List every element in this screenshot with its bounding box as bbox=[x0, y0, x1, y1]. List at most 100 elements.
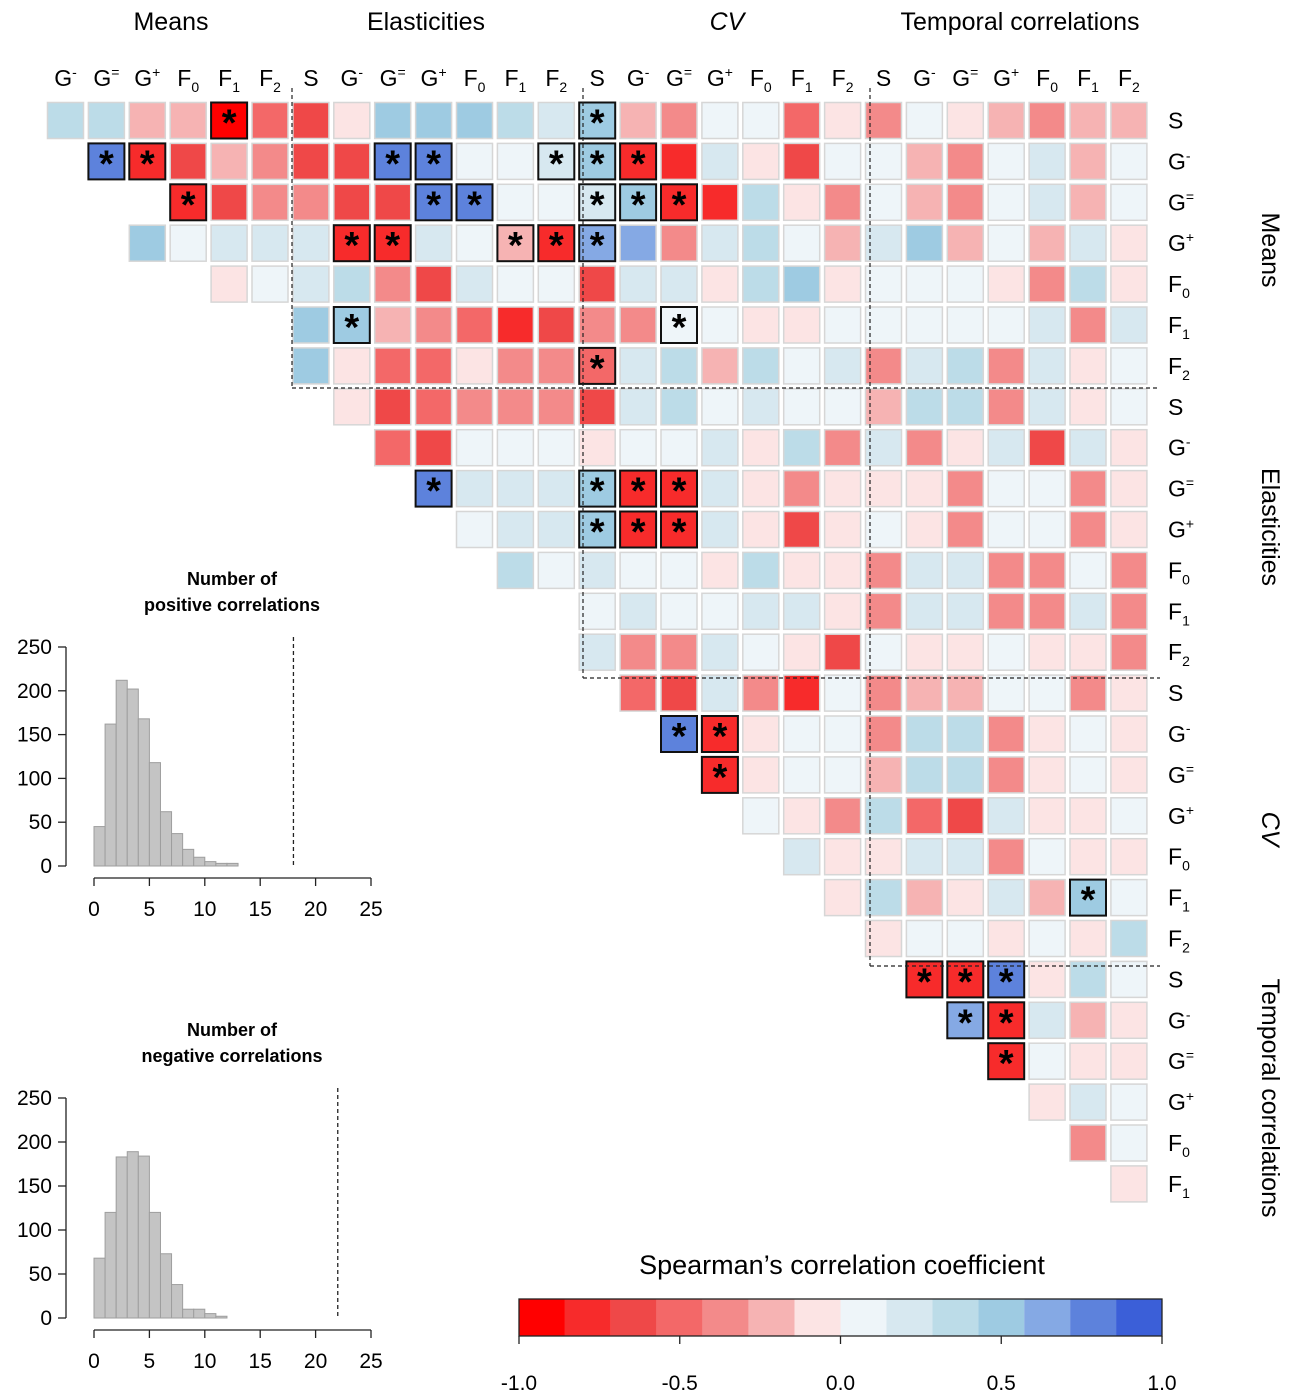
heatmap-cell bbox=[414, 388, 453, 426]
heatmap-cell bbox=[660, 265, 698, 303]
heatmap-cell bbox=[1069, 1083, 1107, 1121]
heatmap-cell bbox=[946, 551, 985, 590]
histogram-bar bbox=[93, 826, 106, 867]
significance-star: * bbox=[344, 225, 359, 267]
column-label: G- bbox=[627, 64, 650, 91]
heatmap-cell bbox=[414, 142, 453, 181]
heatmap-cell bbox=[864, 878, 903, 917]
heatmap-cell bbox=[414, 469, 453, 508]
heatmap-cell bbox=[1069, 756, 1107, 794]
histogram-title: Number of bbox=[187, 569, 278, 589]
heatmap-cell bbox=[1069, 797, 1107, 835]
row-label: G= bbox=[1168, 188, 1194, 215]
heatmap-cell bbox=[946, 837, 985, 876]
legend-swatch bbox=[1024, 1299, 1071, 1336]
column-label: F1 bbox=[1077, 65, 1099, 95]
column-label: S bbox=[303, 65, 318, 91]
column-label: F1 bbox=[791, 65, 813, 95]
heatmap-cell bbox=[782, 183, 821, 222]
heatmap-cell bbox=[823, 715, 862, 753]
significance-star: * bbox=[631, 471, 646, 513]
heatmap-cell bbox=[537, 551, 576, 590]
heatmap-cell bbox=[864, 674, 903, 712]
heatmap-cell bbox=[1110, 837, 1148, 876]
heatmap-cell bbox=[864, 756, 903, 794]
heatmap-cell bbox=[905, 960, 944, 999]
heatmap-cell bbox=[742, 224, 780, 262]
heatmap-cell bbox=[946, 756, 985, 794]
heatmap-cell bbox=[701, 510, 739, 549]
histogram-bar bbox=[126, 688, 139, 867]
heatmap-cell bbox=[373, 428, 412, 467]
heatmap-cell bbox=[1110, 347, 1148, 385]
heatmap-cell bbox=[292, 347, 330, 385]
heatmap-cell bbox=[1110, 551, 1148, 590]
heatmap-cell bbox=[496, 265, 535, 303]
heatmap-cell bbox=[1069, 510, 1107, 549]
heatmap-cell bbox=[251, 183, 289, 222]
heatmap-cell bbox=[660, 633, 698, 671]
heatmap-cell bbox=[578, 306, 616, 344]
heatmap-cell bbox=[1110, 1042, 1148, 1080]
heatmap-cell bbox=[987, 551, 1025, 590]
heatmap-cell bbox=[1110, 183, 1148, 222]
heatmap-cell bbox=[1069, 551, 1107, 590]
heatmap-cell bbox=[782, 551, 821, 590]
histogram-bar bbox=[148, 762, 161, 867]
heatmap-cell bbox=[742, 633, 780, 671]
heatmap-cell bbox=[455, 347, 494, 385]
heatmap-cell bbox=[496, 224, 535, 263]
heatmap-cell bbox=[1110, 388, 1148, 426]
heatmap-cell bbox=[782, 469, 821, 508]
row-label: F1 bbox=[1168, 312, 1190, 342]
heatmap-cell bbox=[619, 428, 657, 467]
histogram-bar bbox=[159, 811, 173, 867]
group-title-right: Elasticities bbox=[1256, 468, 1284, 586]
heatmap-cell bbox=[87, 101, 126, 140]
heatmap-cell bbox=[660, 347, 698, 385]
heatmap-cell bbox=[905, 183, 944, 222]
heatmap-cell bbox=[333, 265, 371, 303]
heatmap-cell bbox=[414, 183, 453, 222]
group-title-right: Temporal correlations bbox=[1256, 979, 1284, 1218]
row-label: F0 bbox=[1168, 271, 1190, 301]
heatmap-cell bbox=[1110, 756, 1148, 794]
histogram-bar bbox=[182, 848, 195, 867]
heatmap-cell bbox=[742, 756, 780, 794]
heatmap-cell bbox=[782, 715, 821, 753]
heatmap-cell bbox=[905, 428, 944, 467]
heatmap-cell bbox=[1028, 715, 1066, 753]
heatmap-cell bbox=[1069, 633, 1107, 671]
y-tick-label: 200 bbox=[17, 1131, 52, 1154]
row-label: F1 bbox=[1168, 598, 1190, 628]
heatmap-cell bbox=[823, 224, 862, 262]
significance-star: * bbox=[999, 1002, 1014, 1044]
heatmap-cell bbox=[537, 265, 576, 303]
heatmap-cell bbox=[823, 306, 862, 344]
heatmap-cell bbox=[701, 183, 739, 222]
significance-star: * bbox=[999, 1043, 1014, 1085]
heatmap-cell bbox=[823, 633, 862, 671]
heatmap-cell bbox=[455, 306, 494, 344]
legend-swatch bbox=[932, 1299, 979, 1336]
column-label: F2 bbox=[1118, 65, 1140, 95]
heatmap-cell bbox=[1110, 510, 1148, 549]
heatmap-cell bbox=[1069, 919, 1107, 958]
group-title-right: CV bbox=[1256, 812, 1284, 849]
group-title-top: Elasticities bbox=[367, 8, 485, 36]
heatmap-cell bbox=[701, 551, 739, 590]
significance-star: * bbox=[672, 184, 687, 226]
significance-star: * bbox=[590, 103, 605, 145]
significance-star: * bbox=[590, 225, 605, 267]
heatmap-cell bbox=[1069, 306, 1107, 344]
heatmap-cell bbox=[1110, 1001, 1148, 1040]
heatmap-cell bbox=[496, 428, 535, 467]
heatmap-cell bbox=[946, 510, 985, 549]
row-label: S bbox=[1168, 394, 1183, 420]
heatmap-cell bbox=[782, 837, 821, 876]
heatmap-cell bbox=[864, 306, 903, 344]
heatmap-cell bbox=[660, 306, 698, 344]
histogram-title: positive correlations bbox=[144, 595, 320, 615]
heatmap-cell bbox=[1069, 142, 1107, 181]
heatmap-cell bbox=[333, 101, 371, 140]
